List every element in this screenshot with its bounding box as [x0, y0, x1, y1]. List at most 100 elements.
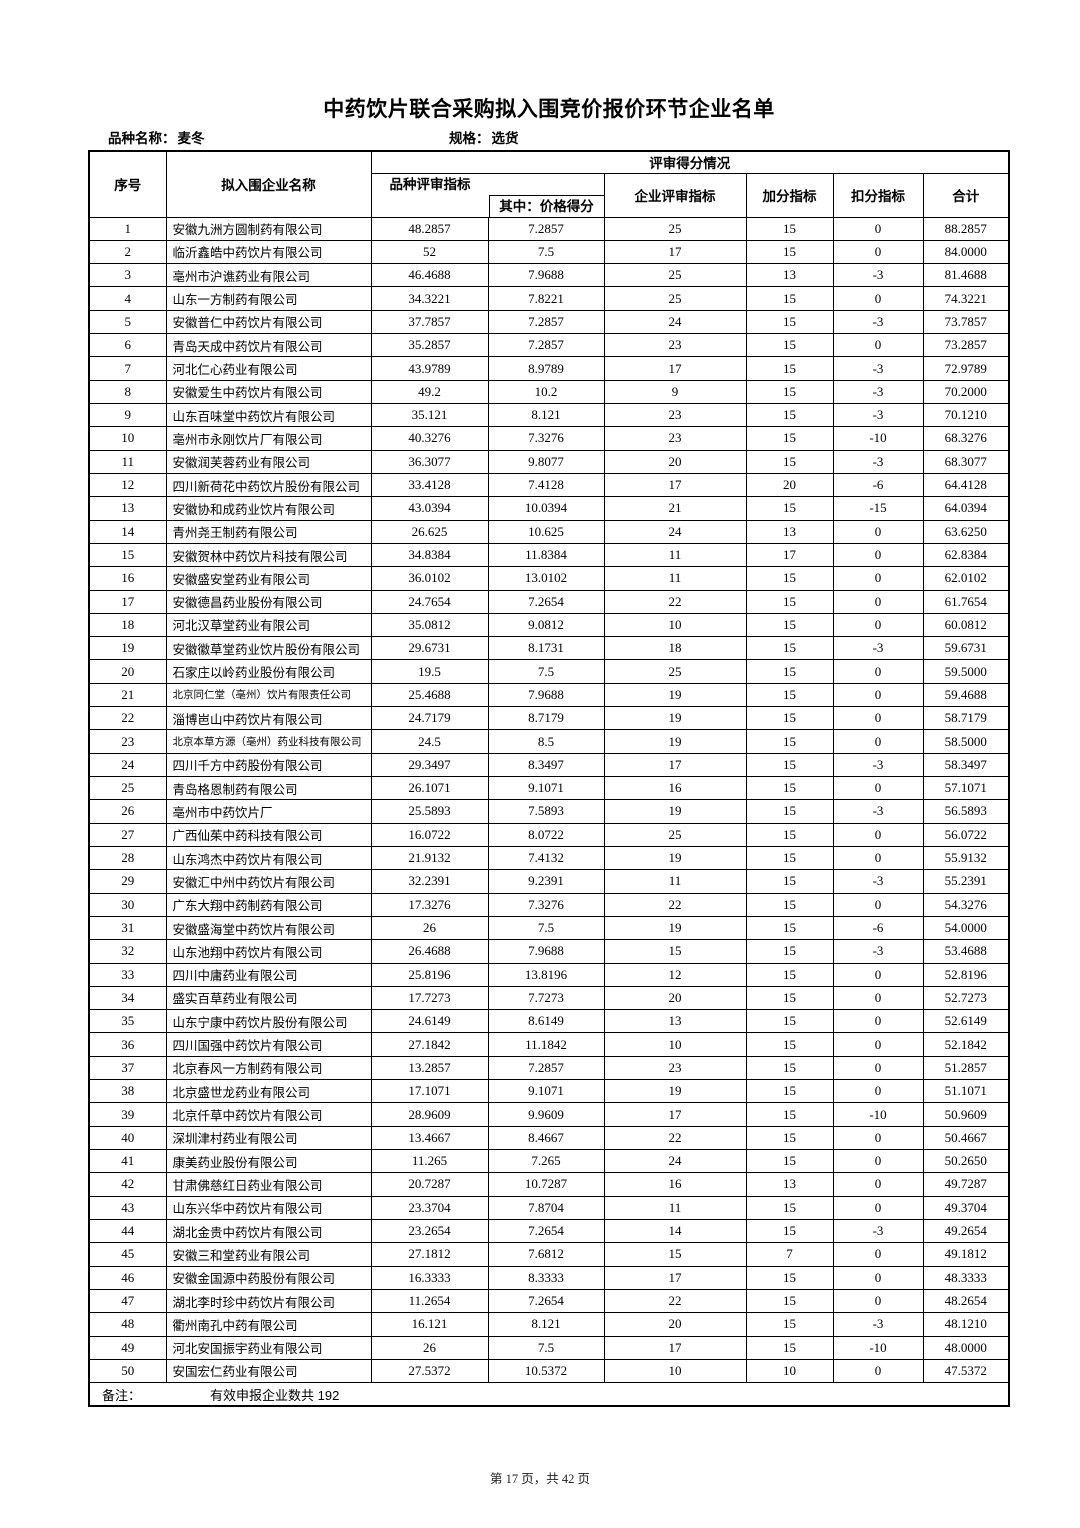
cell-bonus-score: 15	[745, 1125, 834, 1151]
cell-bonus-score: 15	[745, 636, 834, 661]
cell-total-score: 57.1071	[922, 775, 1010, 801]
cell-bonus-score: 15	[745, 682, 834, 708]
cell-enterprise-score: 11	[603, 1195, 747, 1220]
cell-company-name: 深圳津村药业有限公司	[165, 1125, 372, 1151]
cell-deduction-score: -3	[832, 263, 924, 288]
cell-seq: 47	[88, 1288, 167, 1314]
cell-variety-score: 34.8384	[370, 542, 489, 568]
cell-bonus-score: 15	[745, 1009, 834, 1034]
cell-price-score: 8.5	[487, 729, 605, 754]
cell-bonus-score: 15	[745, 915, 834, 941]
cell-price-score: 8.3497	[487, 752, 605, 778]
cell-enterprise-score: 19	[603, 729, 747, 754]
cell-company-name: 四川中庸药业有限公司	[165, 962, 372, 987]
cell-company-name: 山东池翔中药饮片有限公司	[165, 939, 372, 964]
cell-company-name: 安徽协和成药业饮片有限公司	[165, 496, 372, 521]
cell-bonus-score: 15	[745, 402, 834, 428]
table-row: 48 衢州南孔中药有限公司 16.121 8.121 20 15 -3 48.1…	[88, 1312, 1010, 1337]
table-row: 32 山东池翔中药饮片有限公司 26.4688 7.9688 15 15 -3 …	[88, 939, 1010, 964]
cell-total-score: 55.9132	[922, 845, 1010, 871]
cell-deduction-score: 0	[832, 1358, 924, 1384]
header-total: 合计	[922, 172, 1010, 218]
cell-company-name: 安徽九洲方圆制药有限公司	[165, 216, 372, 241]
cell-bonus-score: 15	[745, 1312, 834, 1337]
cell-enterprise-score: 24	[603, 1148, 747, 1174]
cell-total-score: 73.7857	[922, 309, 1010, 335]
cell-company-name: 石家庄以岭药业股份有限公司	[165, 659, 372, 684]
cell-total-score: 58.3497	[922, 752, 1010, 778]
table-row: 40 深圳津村药业有限公司 13.4667 8.4667 22 15 0 50.…	[88, 1125, 1010, 1151]
cell-bonus-score: 15	[745, 449, 834, 474]
cell-variety-score: 34.3221	[370, 286, 489, 311]
cell-variety-score: 26.625	[370, 519, 489, 544]
cell-variety-score: 28.9609	[370, 1102, 489, 1127]
header-bonus: 加分指标	[745, 172, 834, 218]
cell-company-name: 衢州南孔中药有限公司	[165, 1312, 372, 1337]
cell-total-score: 58.5000	[922, 729, 1010, 754]
cell-deduction-score: 0	[832, 729, 924, 754]
table-row: 22 淄博岜山中药饮片有限公司 24.7179 8.7179 19 15 0 5…	[88, 706, 1010, 731]
cell-variety-score: 25.8196	[370, 962, 489, 987]
table-row: 9 山东百味堂中药饮片有限公司 35.121 8.121 23 15 -3 70…	[88, 402, 1010, 428]
cell-variety-score: 16.0722	[370, 822, 489, 847]
cell-bonus-score: 15	[745, 1055, 834, 1081]
cell-seq: 34	[88, 985, 167, 1011]
cell-bonus-score: 15	[745, 1335, 834, 1360]
cell-company-name: 四川国强中药饮片有限公司	[165, 1032, 372, 1057]
table-row: 41 康美药业股份有限公司 11.265 7.265 24 15 0 50.26…	[88, 1148, 1010, 1174]
cell-total-score: 50.9609	[922, 1102, 1010, 1127]
cell-seq: 28	[88, 845, 167, 871]
table-row: 46 安徽金国源中药股份有限公司 16.3333 8.3333 17 15 0 …	[88, 1265, 1010, 1290]
cell-deduction-score: -3	[832, 752, 924, 778]
cell-enterprise-score: 15	[603, 939, 747, 964]
cell-variety-score: 35.121	[370, 402, 489, 428]
cell-enterprise-score: 23	[603, 426, 747, 451]
cell-variety-score: 19.5	[370, 659, 489, 684]
cell-seq: 22	[88, 706, 167, 731]
cell-price-score: 7.9688	[487, 263, 605, 288]
table-row: 12 四川新荷花中药饮片股份有限公司 33.4128 7.4128 17 20 …	[88, 472, 1010, 498]
cell-deduction-score: 0	[832, 1055, 924, 1081]
cell-company-name: 安徽贺林中药饮片科技有限公司	[165, 542, 372, 568]
cell-enterprise-score: 25	[603, 286, 747, 311]
table-row: 35 山东宁康中药饮片股份有限公司 24.6149 8.6149 13 15 0…	[88, 1009, 1010, 1034]
cell-bonus-score: 13	[745, 263, 834, 288]
cell-enterprise-score: 22	[603, 589, 747, 614]
cell-deduction-score: -3	[832, 939, 924, 964]
table-row: 1 安徽九洲方圆制药有限公司 48.2857 7.2857 25 15 0 88…	[88, 216, 1010, 241]
table-row: 47 湖北李时珍中药饮片有限公司 11.2654 7.2654 22 15 0 …	[88, 1288, 1010, 1314]
cell-deduction-score: -6	[832, 472, 924, 498]
cell-company-name: 临沂鑫皓中药饮片有限公司	[165, 239, 372, 265]
table-row: 45 安徽三和堂药业有限公司 27.1812 7.6812 15 7 0 49.…	[88, 1242, 1010, 1267]
cell-variety-score: 13.4667	[370, 1125, 489, 1151]
table-row: 27 广西仙茱中药科技有限公司 16.0722 8.0722 25 15 0 5…	[88, 822, 1010, 847]
cell-deduction-score: 0	[832, 1265, 924, 1290]
cell-deduction-score: 0	[832, 1125, 924, 1151]
header-variety-score-cell: 品种评审指标 其中：价格得分	[370, 172, 605, 218]
cell-bonus-score: 15	[745, 869, 834, 894]
cell-variety-score: 40.3276	[370, 426, 489, 451]
cell-total-score: 59.6731	[922, 636, 1010, 661]
cell-deduction-score: 0	[832, 1148, 924, 1174]
cell-total-score: 68.3077	[922, 449, 1010, 474]
cell-seq: 23	[88, 729, 167, 754]
cell-variety-score: 11.2654	[370, 1288, 489, 1314]
cell-seq: 18	[88, 612, 167, 638]
cell-price-score: 9.1071	[487, 775, 605, 801]
cell-total-score: 47.5372	[922, 1358, 1010, 1384]
cell-company-name: 河北仁心药业有限公司	[165, 356, 372, 381]
cell-price-score: 7.2857	[487, 309, 605, 335]
table-row: 26 亳州市中药饮片厂 25.5893 7.5893 19 15 -3 56.5…	[88, 799, 1010, 824]
cell-price-score: 7.4128	[487, 472, 605, 498]
table-row: 2 临沂鑫皓中药饮片有限公司 52 7.5 17 15 0 84.0000	[88, 239, 1010, 265]
cell-total-score: 56.5893	[922, 799, 1010, 824]
table-row: 49 河北安国振宇药业有限公司 26 7.5 17 15 -10 48.0000	[88, 1335, 1010, 1360]
cell-price-score: 9.1071	[487, 1079, 605, 1104]
cell-company-name: 淄博岜山中药饮片有限公司	[165, 706, 372, 731]
cell-price-score: 8.121	[487, 1312, 605, 1337]
cell-seq: 26	[88, 799, 167, 824]
cell-total-score: 70.1210	[922, 402, 1010, 428]
cell-price-score: 7.2857	[487, 1055, 605, 1081]
cell-seq: 17	[88, 589, 167, 614]
cell-variety-score: 26.4688	[370, 939, 489, 964]
